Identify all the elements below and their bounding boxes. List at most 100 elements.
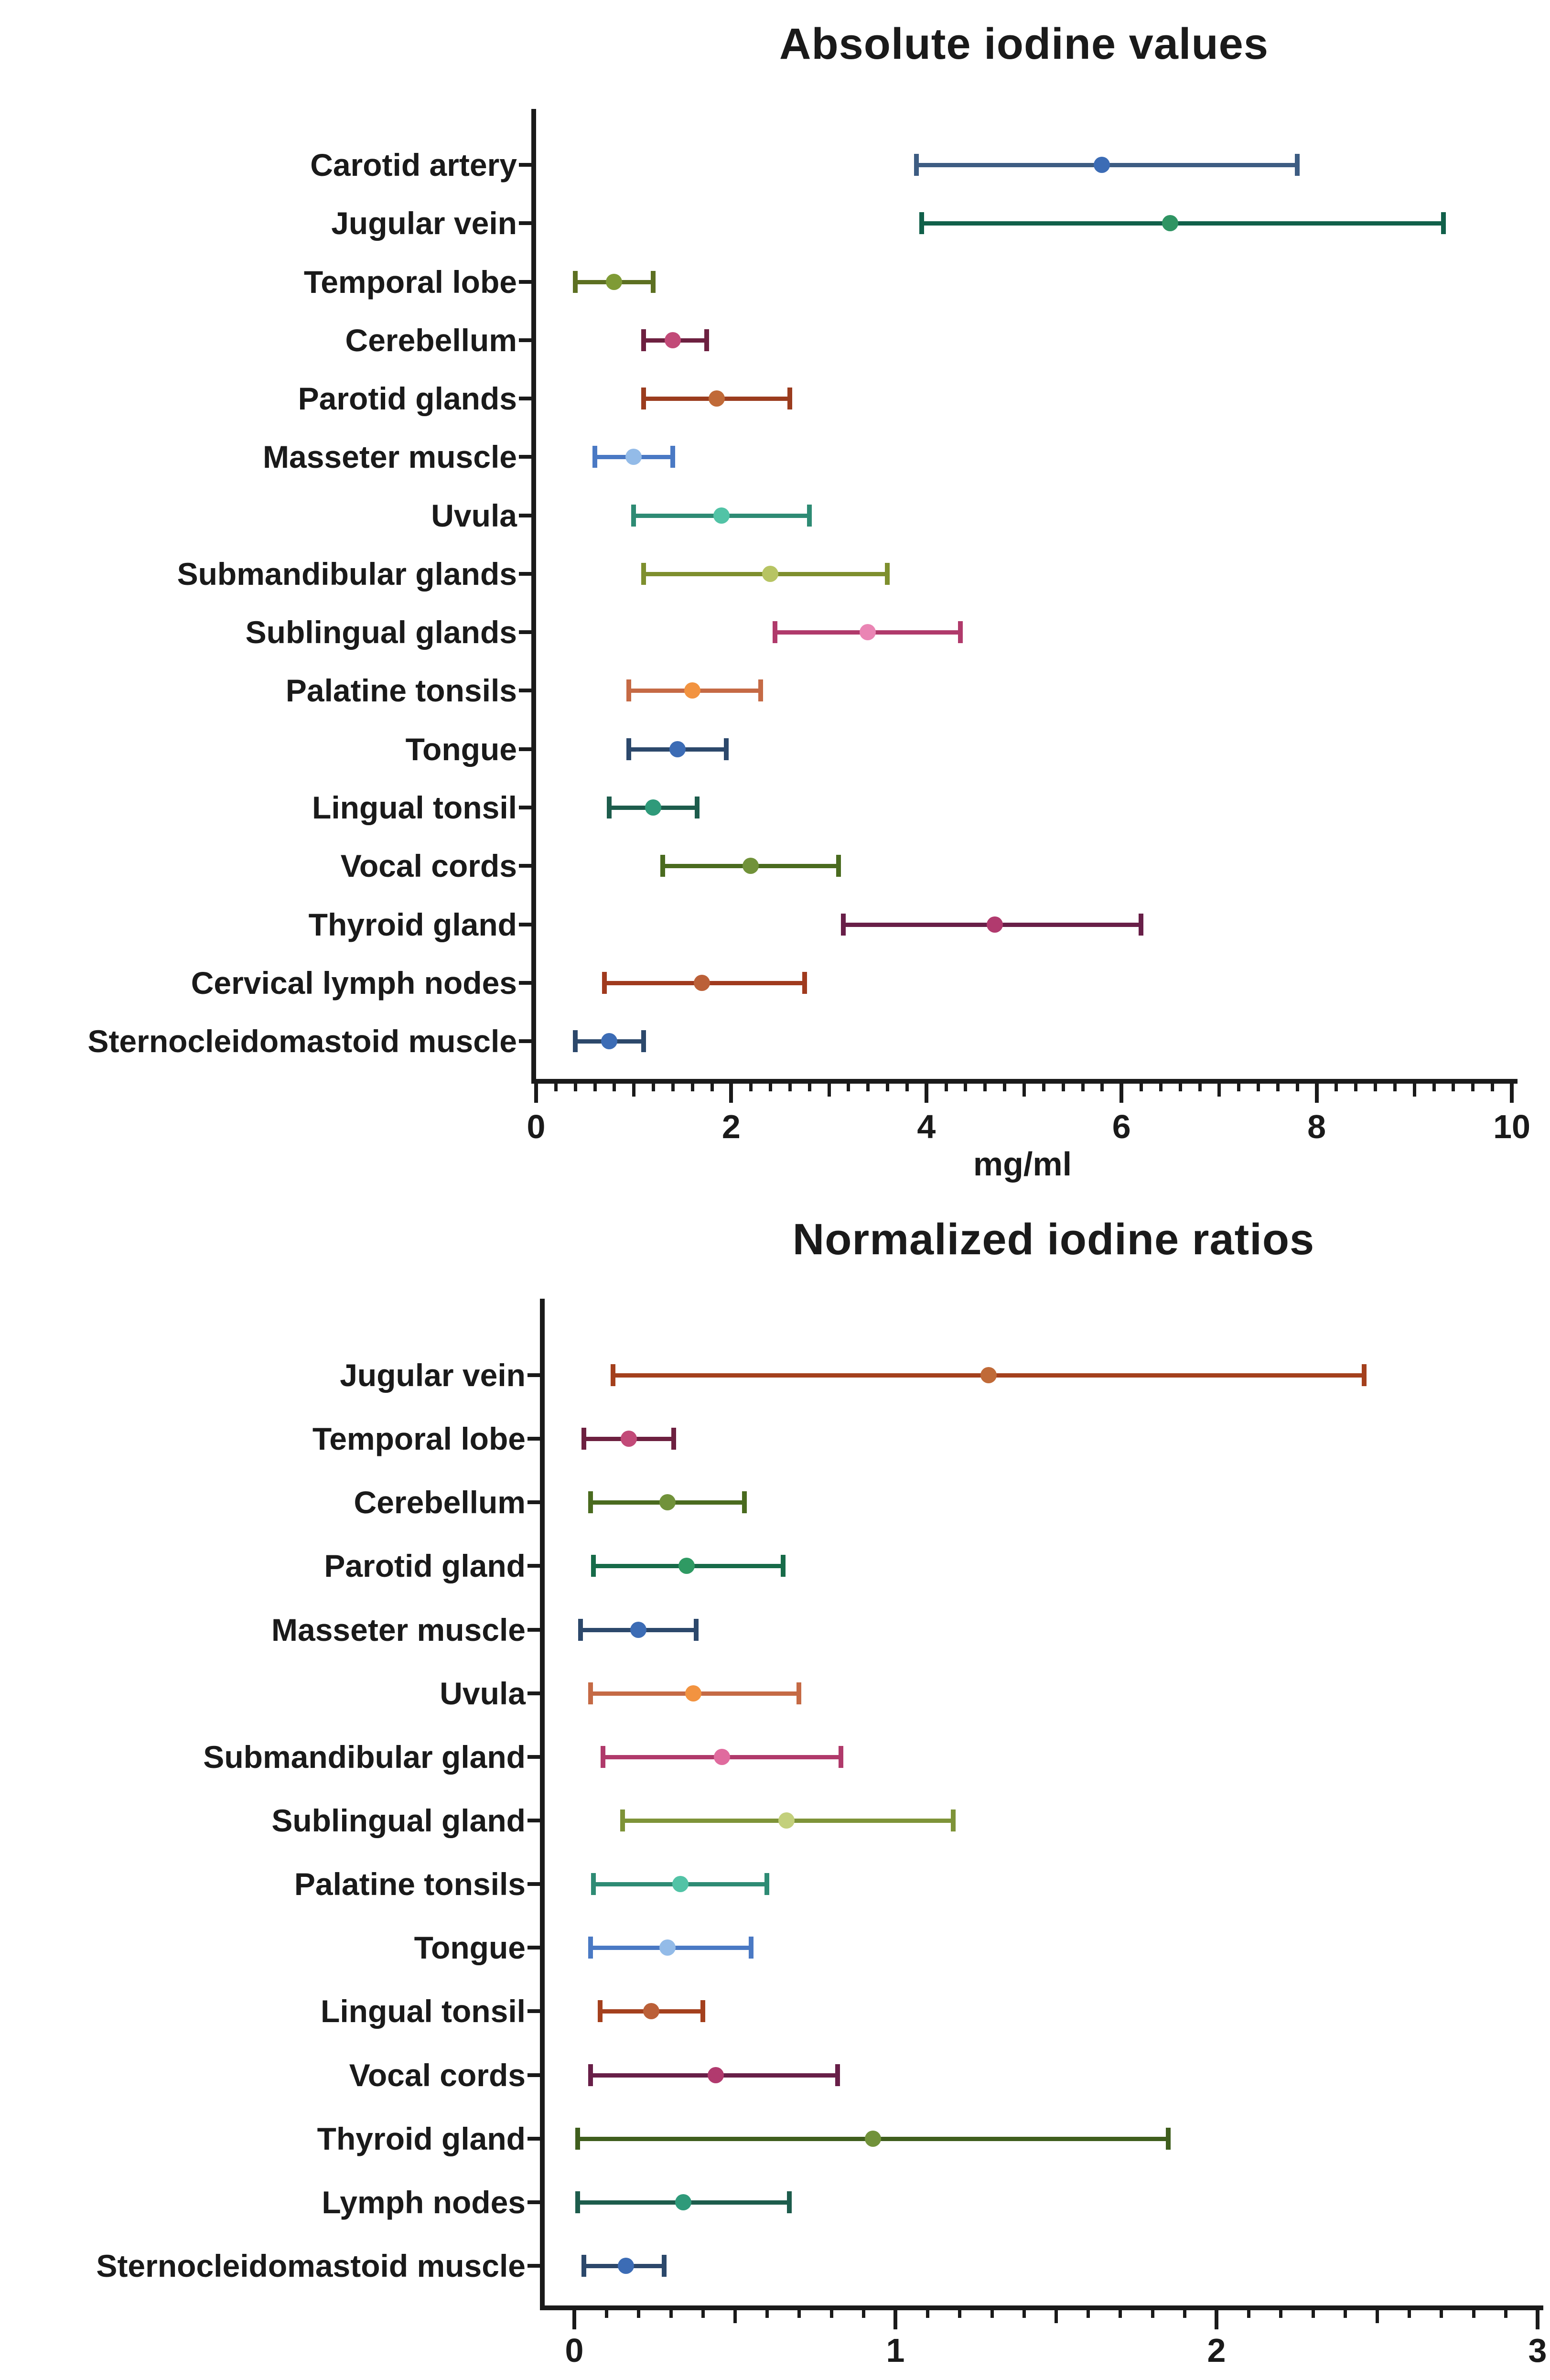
x-major-tick [1119, 1084, 1124, 1103]
category-label: Masseter muscle [263, 439, 517, 475]
error-cap-high [662, 2254, 667, 2277]
category-label: Temporal lobe [303, 264, 517, 300]
error-cap-low [588, 1682, 593, 1704]
error-bar [921, 221, 1444, 226]
category-tick [527, 1818, 540, 1822]
x-tick-label: 2 [1207, 2332, 1226, 2369]
error-cap-high [835, 2064, 840, 2086]
category-tick [527, 1437, 540, 1441]
x-minor-tick [593, 1084, 597, 1091]
x-minor-tick [1311, 2310, 1315, 2318]
x-minor-tick [1354, 1084, 1358, 1091]
mean-dot [694, 974, 710, 991]
mean-dot [678, 1558, 695, 1574]
error-cap-low [641, 329, 646, 351]
x-medium-tick [733, 2310, 737, 2323]
mean-dot [659, 1939, 676, 1956]
mean-dot [669, 741, 686, 757]
error-cap-high [651, 270, 656, 293]
mean-dot [684, 682, 700, 699]
x-minor-tick [1504, 2310, 1507, 2318]
x-minor-tick [1003, 1084, 1007, 1091]
category-tick [519, 864, 531, 868]
category-label: Cervical lymph nodes [191, 965, 517, 1001]
x-minor-tick [765, 2310, 769, 2318]
error-cap-high [670, 446, 675, 468]
category-tick [519, 280, 531, 284]
mean-dot [675, 2194, 692, 2210]
error-cap-low [660, 855, 666, 877]
error-cap-low [588, 1937, 593, 1959]
x-major-tick [924, 1084, 928, 1103]
category-tick [527, 2263, 540, 2268]
error-cap-high [838, 1745, 843, 1768]
x-minor-tick [1247, 2310, 1251, 2318]
error-cap-low [641, 388, 646, 410]
x-minor-tick [886, 1084, 890, 1091]
x-major-tick [729, 1084, 733, 1103]
x-medium-tick [1023, 1084, 1026, 1097]
x-minor-tick [1159, 1084, 1162, 1091]
x-major-tick [1215, 2310, 1218, 2329]
error-cap-low [610, 1364, 615, 1386]
category-tick [519, 163, 531, 167]
error-cap-low [607, 796, 612, 818]
category-label: Thyroid gland [317, 2121, 526, 2156]
category-label: Lingual tonsil [312, 789, 517, 825]
x-minor-tick [1432, 1084, 1436, 1091]
category-label: Vocal cords [340, 848, 517, 884]
category-tick [527, 1946, 540, 1950]
mean-dot [743, 858, 759, 874]
mean-dot [625, 449, 642, 465]
x-minor-tick [1198, 1084, 1202, 1091]
category-label: Uvula [431, 497, 517, 533]
error-cap-low [591, 1873, 596, 1895]
category-label: Masseter muscle [271, 1612, 526, 1648]
x-minor-tick [1100, 1084, 1104, 1091]
x-minor-tick [1374, 1084, 1378, 1091]
category-tick [527, 1373, 540, 1377]
x-tick-label: 0 [527, 1108, 546, 1145]
category-label: Cerebellum [345, 322, 517, 358]
category-tick [527, 1627, 540, 1632]
x-medium-tick [1217, 1084, 1221, 1097]
category-tick [527, 2200, 540, 2204]
error-cap-high [641, 1030, 646, 1053]
x-minor-tick [1081, 1084, 1085, 1091]
error-cap-low [581, 1428, 587, 1450]
mean-dot [778, 1812, 795, 1829]
error-cap-low [602, 971, 607, 994]
x-minor-tick [1393, 1084, 1397, 1091]
x-minor-tick [1408, 2310, 1411, 2318]
error-cap-high [885, 562, 890, 585]
x-minor-tick [1257, 1084, 1260, 1091]
mean-dot [601, 1033, 618, 1050]
y-axis-line [540, 1299, 545, 2310]
x-tick-label: 8 [1307, 1108, 1326, 1145]
x-minor-tick [964, 1084, 968, 1091]
category-tick [527, 1755, 540, 1759]
error-cap-low [841, 913, 846, 936]
category-label: Thyroid gland [308, 906, 517, 942]
category-label: Cerebellum [354, 1485, 526, 1520]
error-cap-low [572, 1030, 578, 1053]
x-major-tick [1314, 1084, 1319, 1103]
category-label: Palatine tonsils [285, 673, 517, 709]
category-label: Uvula [440, 1675, 526, 1711]
error-cap-high [958, 621, 963, 644]
error-cap-low [588, 1491, 593, 1514]
error-cap-low [591, 1555, 596, 1577]
category-label: Lingual tonsil [321, 1993, 526, 2029]
category-label: Sternocleidomastoid muscle [96, 2248, 526, 2283]
error-cap-high [724, 738, 729, 760]
error-cap-low [588, 2064, 593, 2086]
mean-dot [621, 1431, 637, 1447]
x-minor-tick [1022, 2310, 1026, 2318]
y-axis-line [531, 109, 536, 1084]
mean-dot [630, 1621, 647, 1638]
x-minor-tick [652, 1084, 656, 1091]
mean-dot [659, 1494, 676, 1511]
x-minor-tick [1471, 1084, 1475, 1091]
mean-dot [762, 565, 779, 582]
error-cap-low [597, 2000, 603, 2023]
